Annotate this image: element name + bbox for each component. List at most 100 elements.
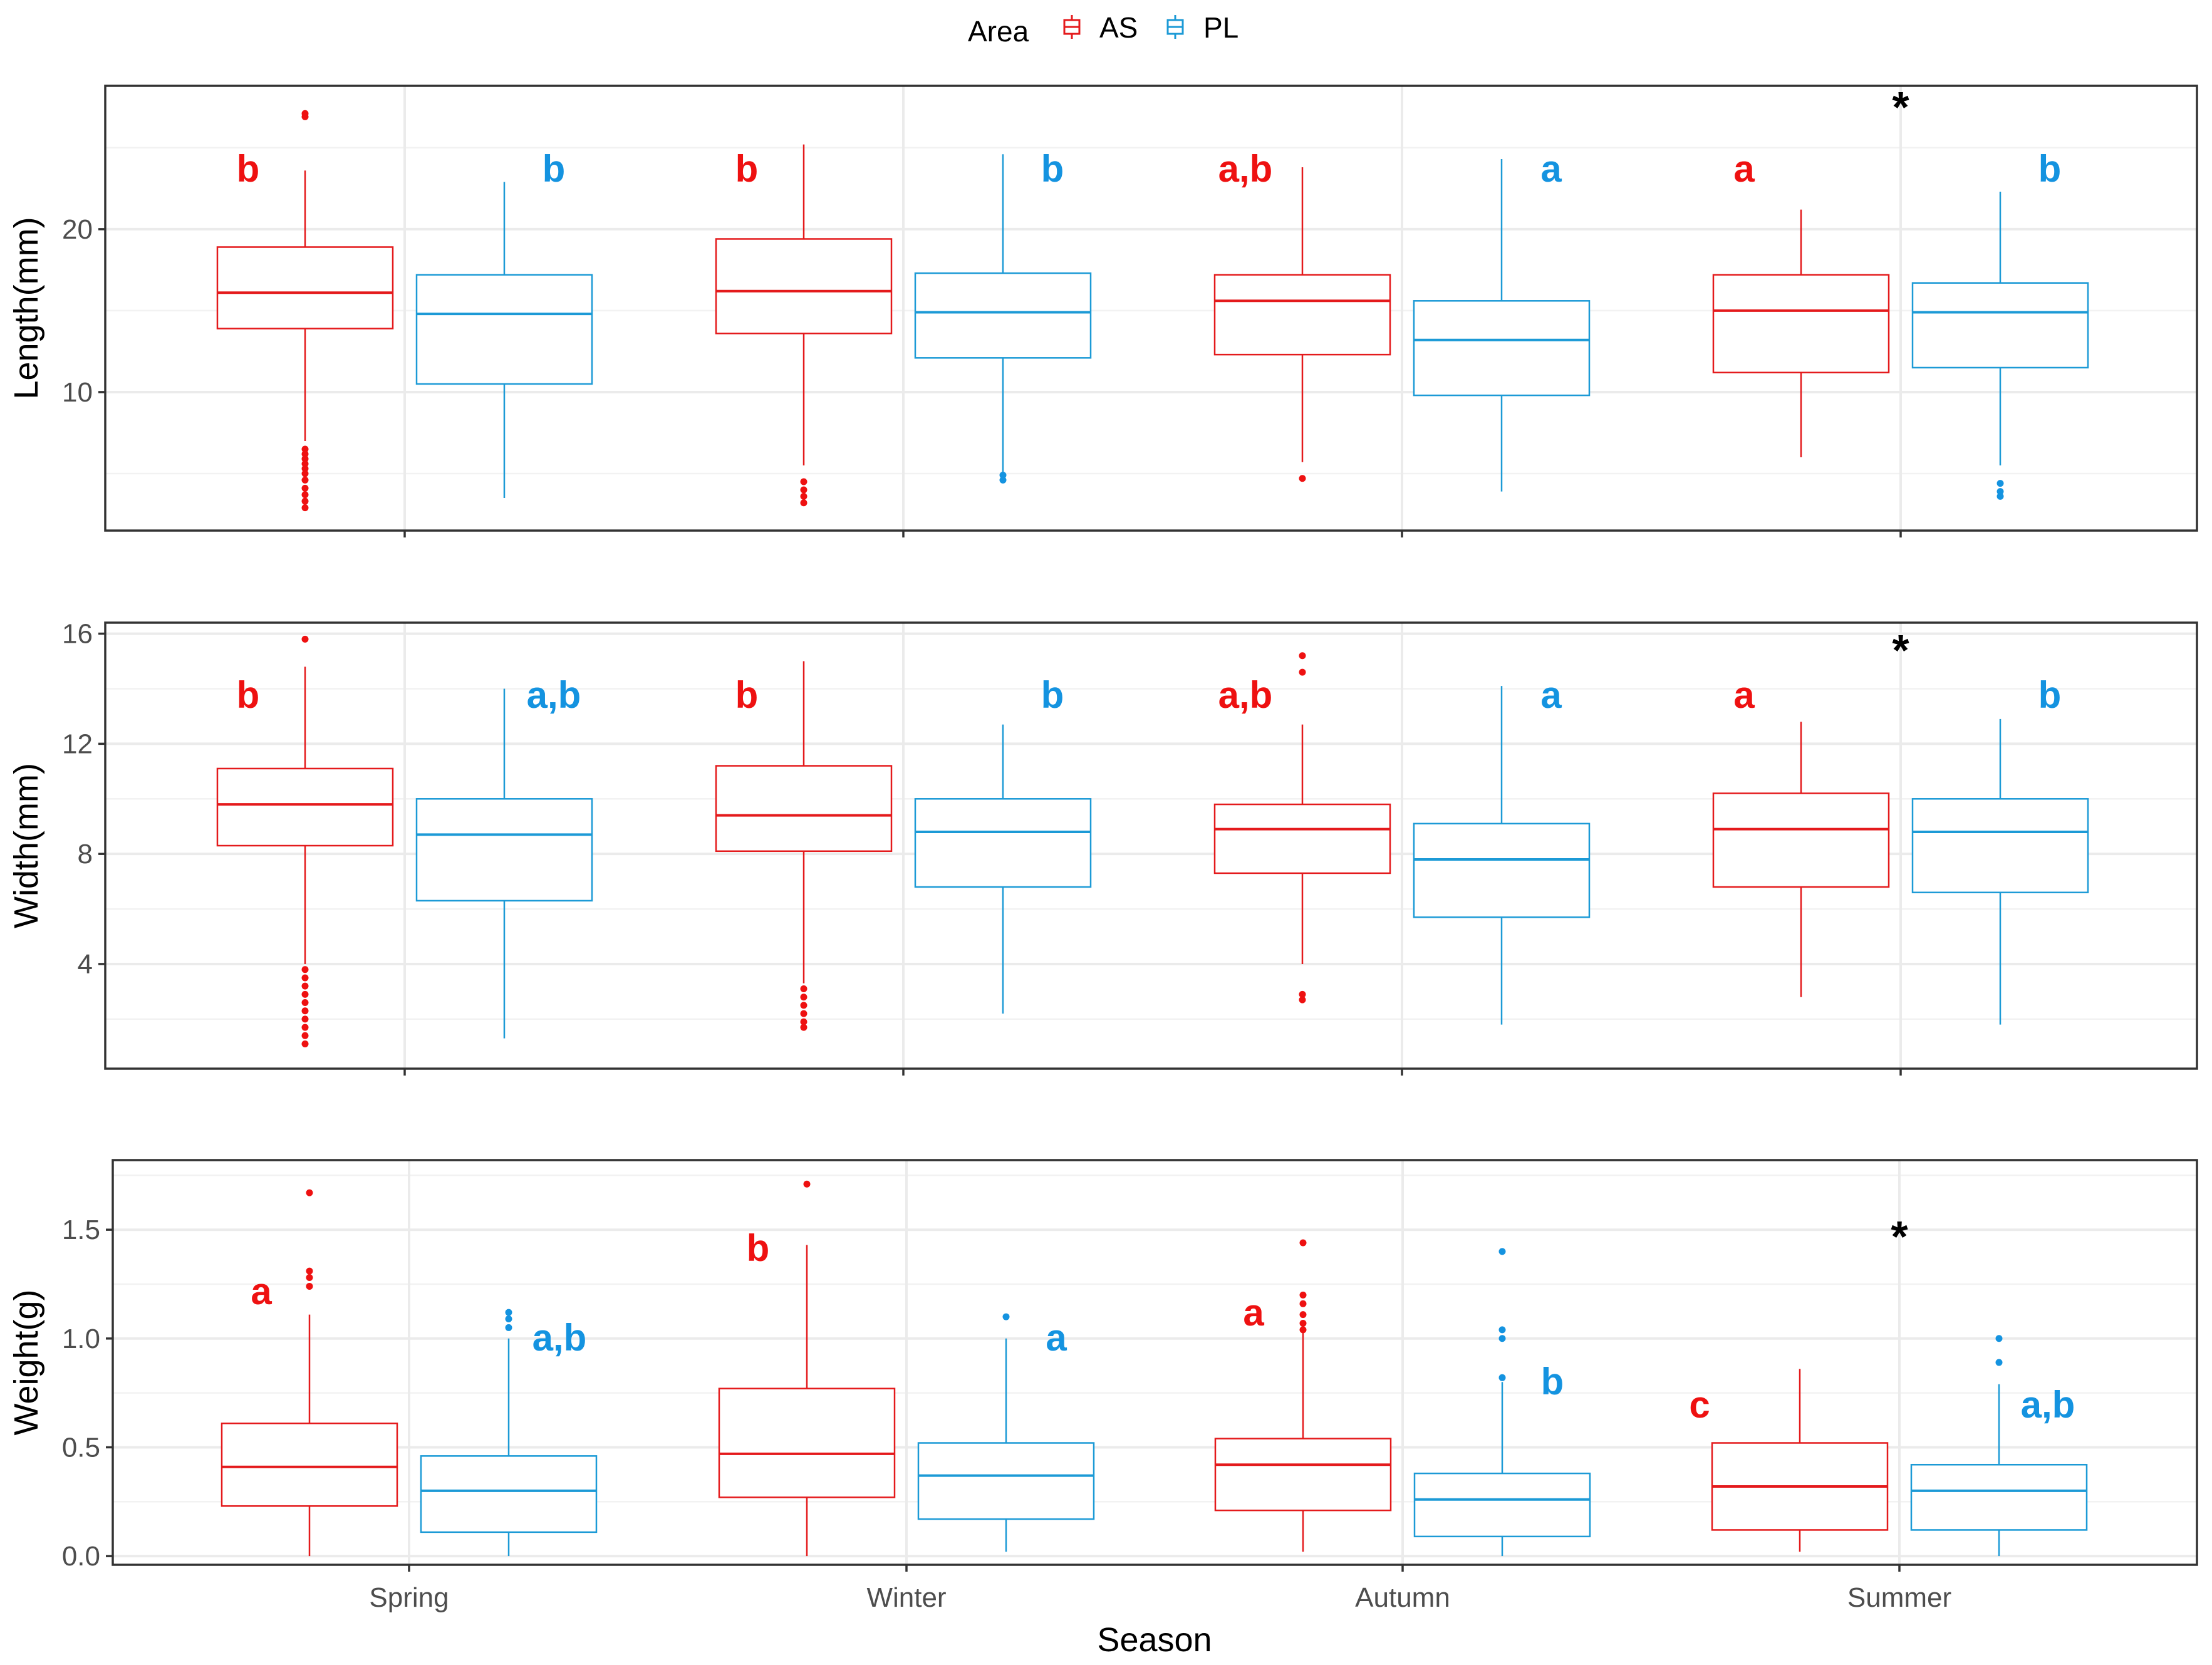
outlier-point <box>301 982 309 990</box>
panel-length-border <box>104 85 2198 532</box>
x-tick-label-spring: Spring <box>369 1582 449 1613</box>
y-tick-label: 16 <box>62 619 93 650</box>
group-letter-winter-as: b <box>747 1227 770 1269</box>
outlier-point <box>800 985 807 993</box>
outlier-point <box>1498 1326 1506 1334</box>
outlier-point <box>301 990 309 998</box>
outlier-point <box>800 1018 807 1025</box>
outlier-point <box>306 1189 313 1196</box>
iqr-box <box>415 274 593 385</box>
panel-width-ylabel: Width(mm) <box>8 763 45 928</box>
y-tick-label: 1.5 <box>62 1215 100 1245</box>
outlier-point <box>1299 1291 1307 1299</box>
panel-width-letters: b a,b b b a,b a a b * <box>237 626 2062 716</box>
x-tick-label-autumn: Autumn <box>1355 1582 1450 1613</box>
group-letter-spring-as: a <box>251 1270 272 1312</box>
group-letter-summer-as: a <box>1733 674 1755 716</box>
outlier-point <box>999 472 1007 479</box>
outlier-point <box>301 465 309 472</box>
panel-width-border <box>104 621 2198 1070</box>
box-spring-as <box>216 110 394 512</box>
panel-weight-boxes <box>221 1180 2088 1557</box>
outlier-point <box>301 110 309 117</box>
box-winter-as <box>715 144 893 507</box>
outlier-point <box>301 497 309 505</box>
legend-key-pl <box>1166 15 1184 39</box>
outlier-point <box>301 974 309 982</box>
iqr-box <box>1413 822 1591 918</box>
group-letter-spring-pl: b <box>543 148 566 190</box>
box-spring-as <box>216 635 394 1047</box>
legend-label-pl: PL <box>1203 11 1238 44</box>
outlier-point <box>505 1315 512 1323</box>
x-axis-tick-labels: Spring Winter Autumn Summer <box>369 1582 1951 1613</box>
outlier-point <box>505 1324 512 1331</box>
box-spring-pl <box>420 1309 598 1557</box>
significance-star-summer: * <box>1892 83 1909 132</box>
x-tick-label-winter: Winter <box>866 1582 946 1613</box>
box-spring-pl <box>415 182 593 498</box>
outlier-point <box>1299 990 1306 998</box>
outlier-point <box>1299 668 1306 676</box>
outlier-point <box>1299 996 1306 1004</box>
panel-weight-axis: 0.0 0.5 1.0 1.5 <box>62 1215 1901 1572</box>
legend-title: Area <box>968 15 1029 48</box>
outlier-point <box>301 635 309 643</box>
y-tick-label: 4 <box>78 949 93 980</box>
group-letter-summer-as: a <box>1733 148 1755 190</box>
iqr-box <box>715 238 893 335</box>
outlier-point <box>1299 652 1306 660</box>
outlier-point <box>800 486 807 494</box>
panel-width: b a,b b b a,b a a b * 4 8 12 16 Width(mm) <box>8 619 2198 1076</box>
outlier-point <box>301 966 309 973</box>
y-tick-label: 0.0 <box>62 1541 100 1572</box>
outlier-point <box>1299 1239 1307 1247</box>
iqr-box <box>216 767 394 847</box>
iqr-box <box>718 1388 896 1498</box>
group-letter-winter-as: b <box>735 148 759 190</box>
box-autumn-pl <box>1413 686 1591 1025</box>
outlier-point <box>1498 1374 1506 1381</box>
outlier-point <box>301 491 309 499</box>
significance-star-summer: * <box>1891 1212 1908 1261</box>
box-winter-as <box>715 661 893 1031</box>
group-letter-autumn-pl: a <box>1540 674 1562 716</box>
iqr-box <box>715 765 893 853</box>
x-tick-label-summer: Summer <box>1847 1582 1951 1613</box>
group-letter-spring-as: b <box>237 148 260 190</box>
group-letter-winter-pl: a <box>1046 1317 1067 1359</box>
x-axis-title: Season <box>1097 1621 1212 1659</box>
box-winter-pl <box>914 724 1092 1014</box>
panel-length-ylabel: Length(mm) <box>8 217 45 399</box>
iqr-box <box>415 798 593 902</box>
iqr-box <box>216 246 394 329</box>
outlier-point <box>800 478 807 485</box>
outlier-point <box>1299 1300 1307 1307</box>
outlier-point <box>1995 1359 2003 1366</box>
box-autumn-as <box>1214 1239 1392 1552</box>
iqr-box <box>1911 282 2089 369</box>
outlier-point <box>301 1024 309 1031</box>
iqr-box <box>1413 1472 1591 1538</box>
outlier-point <box>301 460 309 467</box>
outlier-point <box>301 1007 309 1015</box>
y-tick-label: 8 <box>78 839 93 869</box>
group-letter-summer-pl: b <box>2038 148 2062 190</box>
outlier-point <box>800 993 807 1001</box>
panel-length-axis: 10 20 <box>62 214 1902 537</box>
panel-weight-ylabel: Weight(g) <box>8 1289 45 1435</box>
iqr-box <box>1213 274 1391 356</box>
outlier-point <box>301 455 309 463</box>
group-letter-spring-pl: a,b <box>532 1317 587 1359</box>
outlier-point <box>505 1309 512 1316</box>
iqr-box <box>1712 274 1890 373</box>
panel-weight-letters: a a,b b a a b c a,b * <box>251 1212 2075 1426</box>
outlier-point <box>1995 1335 2003 1342</box>
outlier-point <box>1299 475 1306 482</box>
y-tick-label: 12 <box>62 729 93 759</box>
outlier-point <box>301 470 309 477</box>
box-summer-as <box>1711 1369 1889 1552</box>
box-summer-pl <box>1911 718 2089 1025</box>
box-winter-pl <box>917 1313 1095 1552</box>
panel-weight-border <box>112 1159 2198 1566</box>
